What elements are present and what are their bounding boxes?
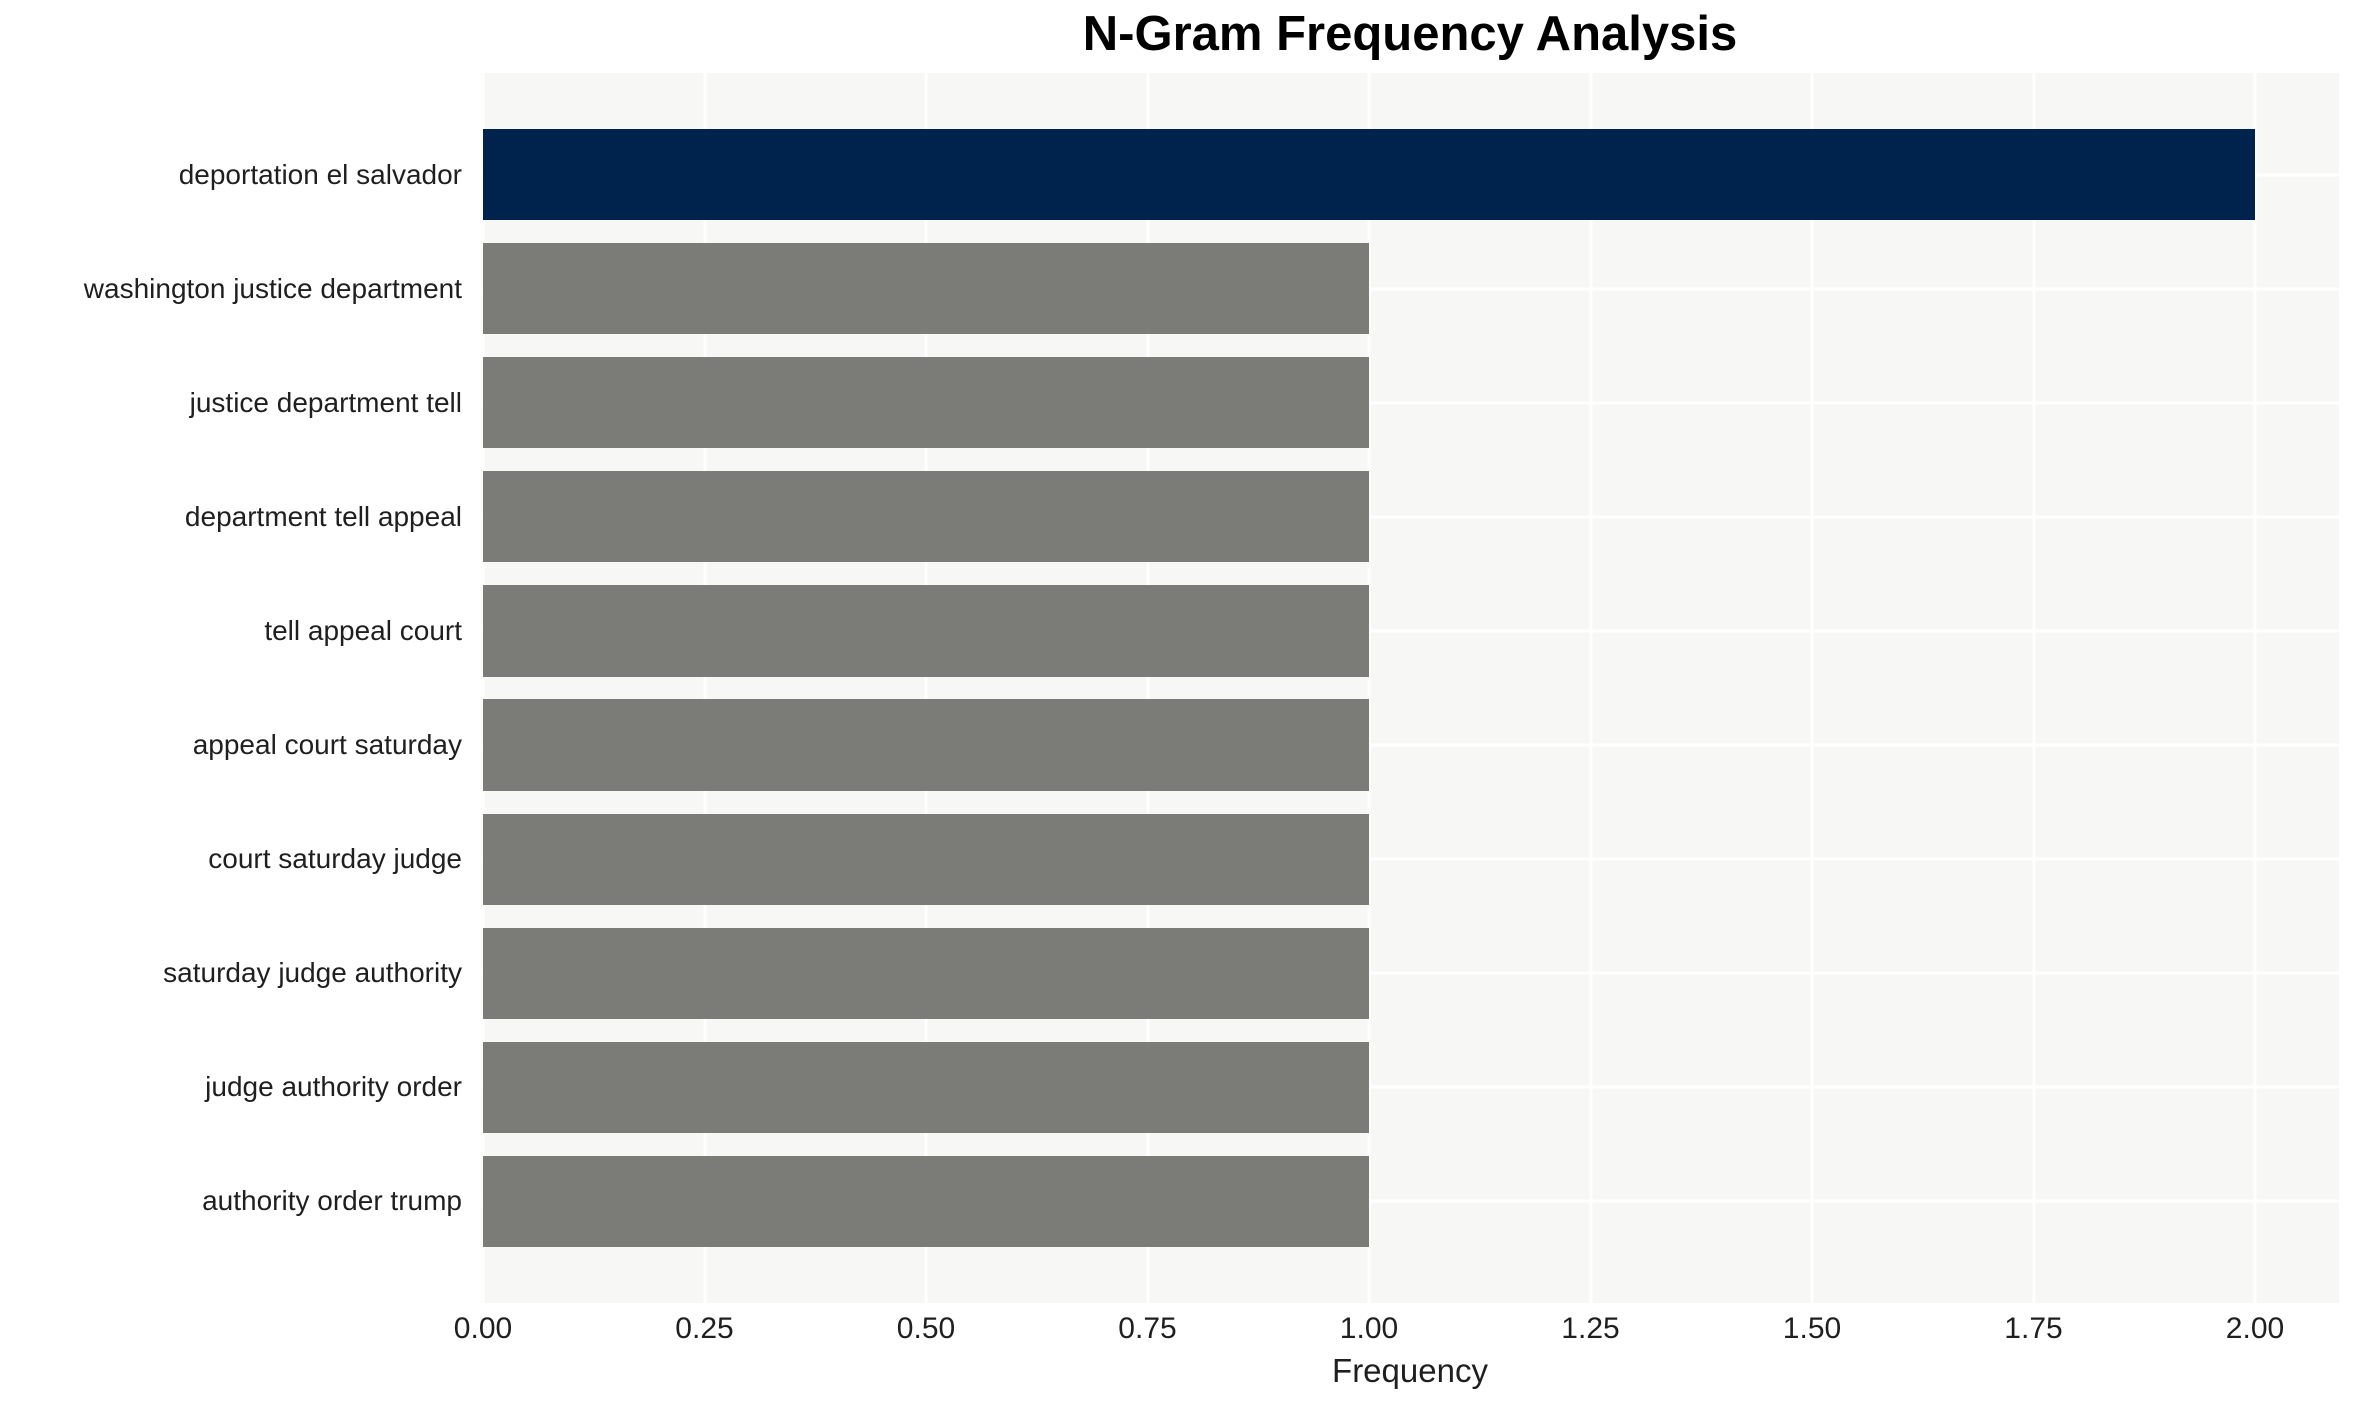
x-tick-label: 1.25: [1561, 1312, 1620, 1345]
bar-tell-appeal-court: [483, 585, 1369, 677]
y-tick-label: washington justice department: [83, 272, 462, 304]
bar-saturday-judge-authority: [483, 927, 1369, 1019]
y-tick-label: tell appeal court: [264, 614, 462, 646]
x-gridline: [2253, 73, 2257, 1303]
y-gridline: [481, 1199, 2339, 1203]
y-gridline: [481, 515, 2339, 519]
x-tick-label: 0.75: [1118, 1312, 1177, 1345]
y-tick-label: justice department tell: [189, 386, 462, 418]
y-gridline: [481, 971, 2339, 975]
y-tick-label: judge authority order: [205, 1071, 462, 1103]
y-tick-label: authority order trump: [202, 1185, 462, 1217]
y-tick-label: court saturday judge: [208, 843, 462, 875]
y-gridline: [481, 857, 2339, 861]
chart-title: N-Gram Frequency Analysis: [1082, 7, 1738, 61]
x-tick-label: 0.25: [675, 1312, 734, 1345]
x-gridline: [481, 73, 485, 1303]
x-tick-label: 1.00: [1339, 1312, 1399, 1345]
x-tick-label: 0.00: [453, 1312, 513, 1345]
x-tick-label: 0.50: [896, 1312, 956, 1345]
bar-washington-justice-department: [483, 243, 1369, 335]
y-gridline: [481, 743, 2339, 747]
x-gridline: [924, 73, 928, 1303]
bar-justice-department-tell: [483, 357, 1369, 449]
x-gridline: [1810, 73, 1814, 1303]
y-tick-label: appeal court saturday: [192, 729, 462, 761]
bar-appeal-court-saturday: [483, 699, 1369, 791]
y-tick-label: saturday judge authority: [163, 957, 462, 989]
bar-judge-authority-order: [483, 1041, 1369, 1133]
x-gridline: [1589, 73, 1592, 1303]
x-axis-title: Frequency: [1332, 1352, 1488, 1389]
bar-court-saturday-judge: [483, 813, 1369, 905]
x-axis-ticks: 0.00 0.25 0.50 0.75 1.00 1.25 1.50 1.75 2.00: [454, 1312, 2339, 1352]
y-tick-label: department tell appeal: [184, 500, 462, 532]
x-gridline: [1367, 73, 1371, 1303]
bar-department-tell-appeal: [483, 471, 1369, 563]
x-tick-label: 1.50: [1782, 1312, 1842, 1345]
plot-area: [481, 73, 2339, 1303]
x-gridline: [2032, 73, 2035, 1303]
x-gridline: [703, 73, 706, 1303]
x-gridline: [1146, 73, 1149, 1303]
y-gridline: [481, 629, 2339, 633]
y-gridline: [481, 1085, 2339, 1089]
y-gridline: [481, 287, 2339, 291]
x-tick-label: 2.00: [2225, 1312, 2285, 1345]
y-gridline: [481, 401, 2339, 405]
y-axis-labels: deportation el salvador washington justic…: [0, 73, 462, 1303]
bar-deportation-el-salvador: [483, 128, 2255, 221]
x-tick-label: 1.75: [2004, 1312, 2063, 1345]
y-tick-label: deportation el salvador: [178, 158, 462, 190]
bar-authority-order-trump: [483, 1155, 1369, 1248]
